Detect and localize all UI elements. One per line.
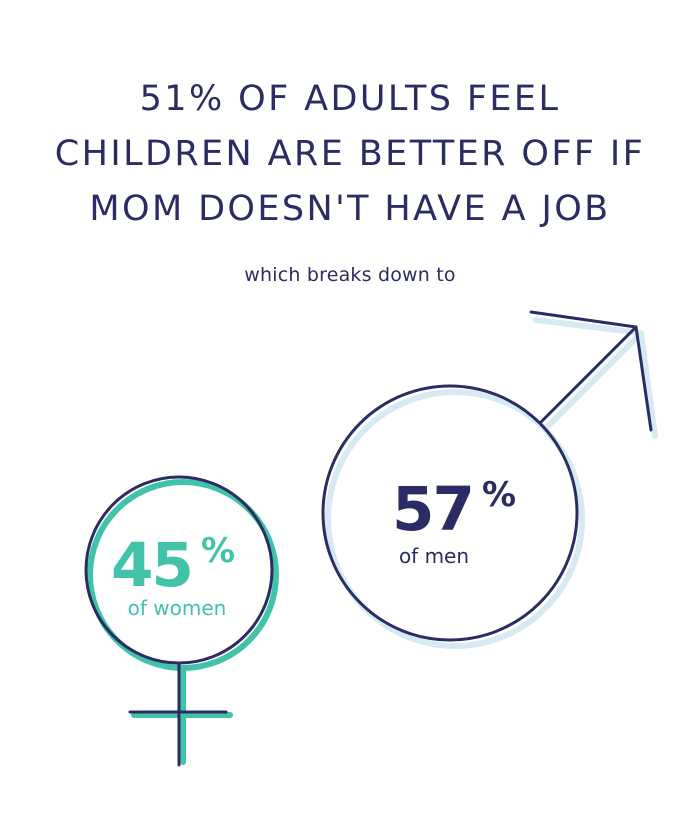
men-percent-sign: %	[482, 475, 516, 515]
men-label: of men	[399, 544, 469, 568]
female-symbol-icon	[84, 475, 279, 767]
women-label: of women	[128, 596, 227, 620]
men-percent-value: 57	[392, 474, 473, 545]
subheading: which breaks down to	[244, 264, 456, 286]
headline-title: 51% OF ADULTS FEEL CHILDREN ARE BETTER O…	[0, 72, 700, 237]
women-percent-value: 45	[111, 530, 192, 601]
male-symbol-icon	[321, 310, 658, 649]
men-stat: 57 % of men	[392, 474, 516, 568]
women-stat: 45 % of women	[111, 530, 235, 620]
women-percent-sign: %	[201, 531, 235, 571]
headline-line-1: 51% OF ADULTS FEEL	[139, 79, 561, 119]
headline-line-3: MOM DOESN'T HAVE A JOB	[89, 189, 611, 229]
headline-line-2: CHILDREN ARE BETTER OFF IF	[54, 134, 646, 174]
